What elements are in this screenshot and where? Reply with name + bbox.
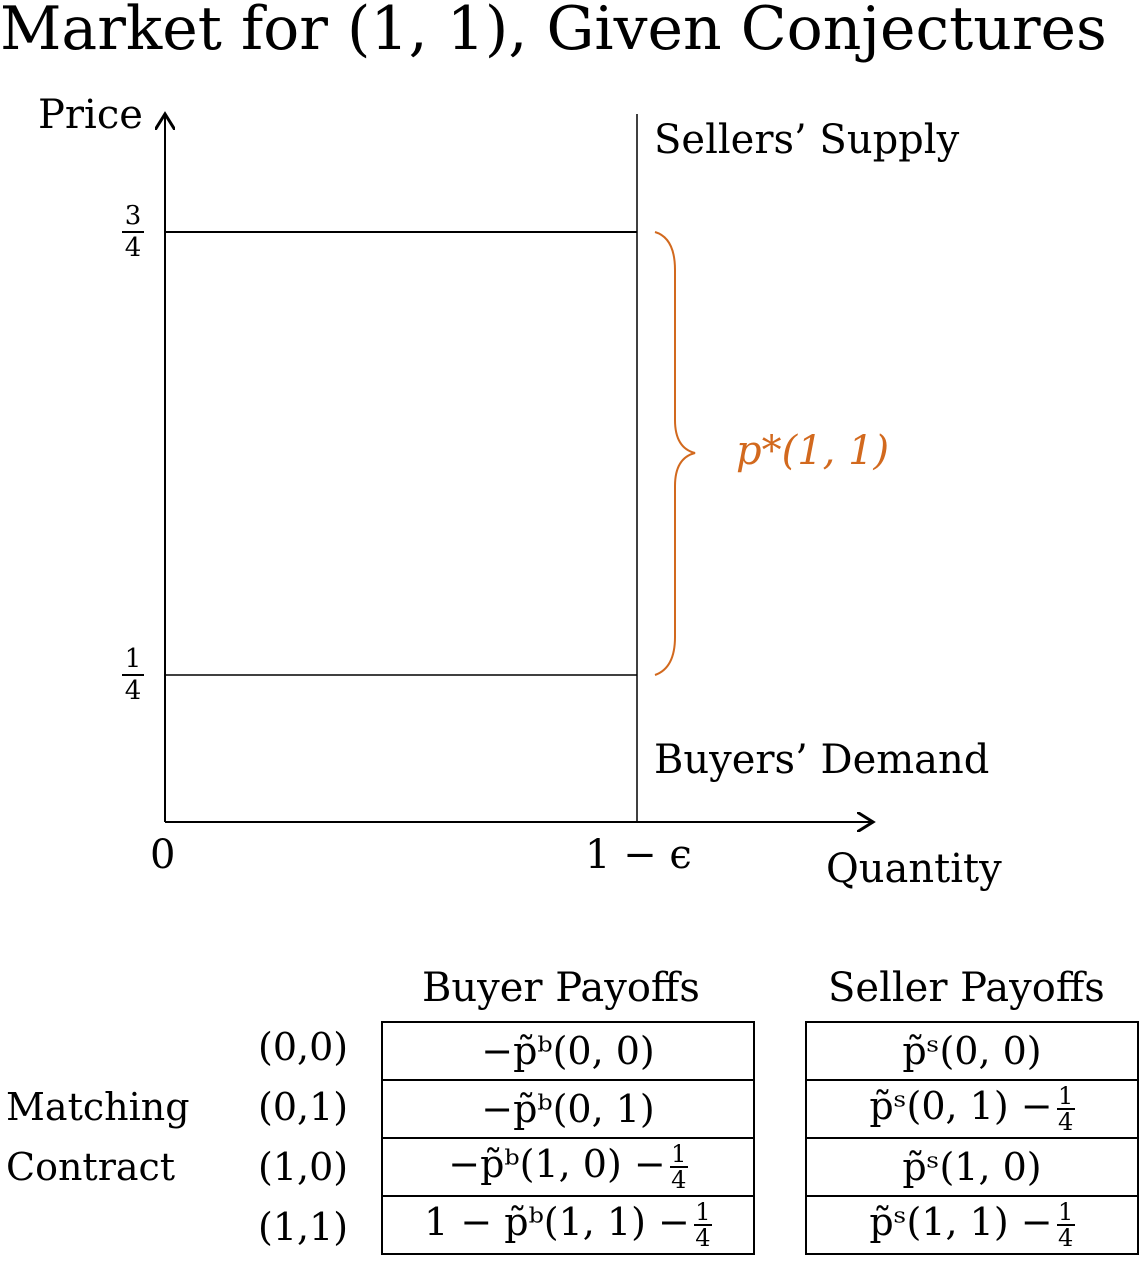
y-tick-one-quarter: 1 4 xyxy=(122,645,144,705)
x-axis-label: Quantity xyxy=(826,846,1002,892)
table-row: −p̃ᵇ(0, 0) xyxy=(381,1021,755,1081)
table-row: 1 − p̃ᵇ(1, 1) −1 4 xyxy=(381,1195,755,1255)
table-row: −p̃ᵇ(1, 0) −1 4 xyxy=(381,1137,755,1197)
tick-numerator: 3 xyxy=(124,201,142,231)
side-label-contract: Contract xyxy=(6,1145,176,1189)
seller-payoff-table: p̃ˢ(0, 0) p̃ˢ(0, 1) −1 4 p̃ˢ(1, 0) p̃ˢ(1,… xyxy=(805,1021,1139,1255)
table-row: p̃ˢ(1, 0) xyxy=(805,1137,1139,1197)
seller-cell: p̃ˢ(1, 1) −1 4 xyxy=(805,1195,1139,1255)
side-label-matching: Matching xyxy=(6,1085,190,1129)
row-key-3: (1,1) xyxy=(258,1205,349,1249)
seller-cell: p̃ˢ(0, 1) −1 4 xyxy=(805,1079,1139,1139)
cell-text: p̃ˢ(0, 0) xyxy=(902,1029,1042,1073)
x-origin-label: 0 xyxy=(150,832,176,878)
price-bracket xyxy=(654,231,696,676)
cell-text: p̃ˢ(0, 1) − xyxy=(869,1083,1053,1128)
buyer-cell: 1 − p̃ᵇ(1, 1) −1 4 xyxy=(381,1195,755,1255)
seller-payoffs-header: Seller Payoffs xyxy=(828,965,1105,1011)
buyer-cell: −p̃ᵇ(1, 0) −1 4 xyxy=(381,1137,755,1197)
tick-denominator: 4 xyxy=(124,233,142,263)
bracket-label: p*(1, 1) xyxy=(736,428,890,474)
buyer-payoffs-header: Buyer Payoffs xyxy=(422,965,700,1011)
cell-text: 1 − p̃ᵇ(1, 1) − xyxy=(424,1199,690,1244)
cell-text: p̃ˢ(1, 0) xyxy=(902,1145,1042,1189)
tick-numerator: 1 xyxy=(124,644,142,674)
row-key-2: (1,0) xyxy=(258,1145,349,1189)
chart-title: Market for (1, 1), Given Conjectures xyxy=(0,0,1107,64)
y-axis-label: Price xyxy=(38,92,143,138)
row-key-0: (0,0) xyxy=(258,1025,349,1069)
table-row: p̃ˢ(0, 0) xyxy=(805,1021,1139,1081)
cell-text: p̃ˢ(1, 1) − xyxy=(869,1199,1053,1244)
y-tick-three-quarters: 3 4 xyxy=(122,202,144,262)
buyer-cell: −p̃ᵇ(0, 1) xyxy=(381,1079,755,1139)
seller-cell: p̃ˢ(1, 0) xyxy=(805,1137,1139,1197)
table-row: −p̃ᵇ(0, 1) xyxy=(381,1079,755,1139)
seller-cell: p̃ˢ(0, 0) xyxy=(805,1021,1139,1081)
demand-label: Buyers’ Demand xyxy=(654,737,990,783)
x-tick-label: 1 − ϵ xyxy=(585,832,692,878)
cell-text: −p̃ᵇ(0, 1) xyxy=(481,1087,655,1131)
table-row: p̃ˢ(0, 1) −1 4 xyxy=(805,1079,1139,1139)
table-row: p̃ˢ(1, 1) −1 4 xyxy=(805,1195,1139,1255)
cell-text: −p̃ᵇ(0, 0) xyxy=(481,1029,655,1073)
row-key-1: (0,1) xyxy=(258,1085,349,1129)
buyer-payoff-table: −p̃ᵇ(0, 0) −p̃ᵇ(0, 1) −p̃ᵇ(1, 0) −1 4 1 −… xyxy=(381,1021,755,1255)
supply-label: Sellers’ Supply xyxy=(654,117,960,163)
buyer-cell: −p̃ᵇ(0, 0) xyxy=(381,1021,755,1081)
tick-denominator: 4 xyxy=(124,676,142,706)
cell-text: −p̃ᵇ(1, 0) − xyxy=(448,1141,666,1186)
